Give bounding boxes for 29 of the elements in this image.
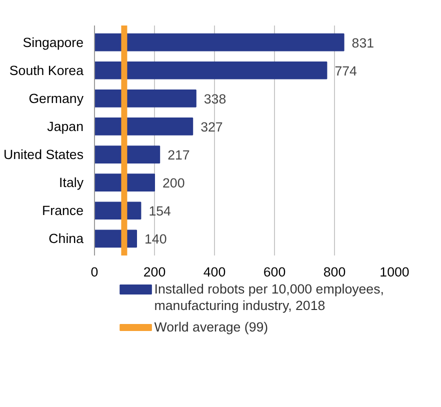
legend-label: Installed robots per 10,000 employees, manufacturing industry, 2018 [154,282,384,313]
bar [94,146,160,164]
bar [94,61,328,80]
y-tick-label: South Korea [9,62,84,78]
y-tick-label: Germany [28,90,84,106]
x-tick-label: 0 [90,264,98,280]
y-tick-label: Italy [59,175,84,190]
x-tick-label: 200 [143,264,166,280]
x-tick-label: 1000 [380,264,410,280]
x-tick-label: 400 [203,264,226,280]
x-tick-label: 600 [263,264,286,280]
data-label: 774 [334,63,358,78]
data-label: 338 [204,91,226,106]
y-tick-label: France [42,203,84,218]
data-label: 140 [144,232,167,247]
data-label: 154 [148,204,172,219]
y-tick-label: United States [3,147,84,162]
y-tick-label: China [48,231,84,246]
data-label: 327 [200,119,223,134]
y-tick-label: Japan [47,118,84,134]
bar [94,118,194,136]
x-tick-label: 800 [323,264,346,280]
y-tick-label: Singapore [22,34,84,50]
data-label: 831 [352,35,374,50]
bar [94,90,196,108]
data-label: 217 [168,148,190,163]
bar [94,33,344,52]
legend-label: World average (99) [154,320,268,334]
data-label: 200 [162,176,185,191]
